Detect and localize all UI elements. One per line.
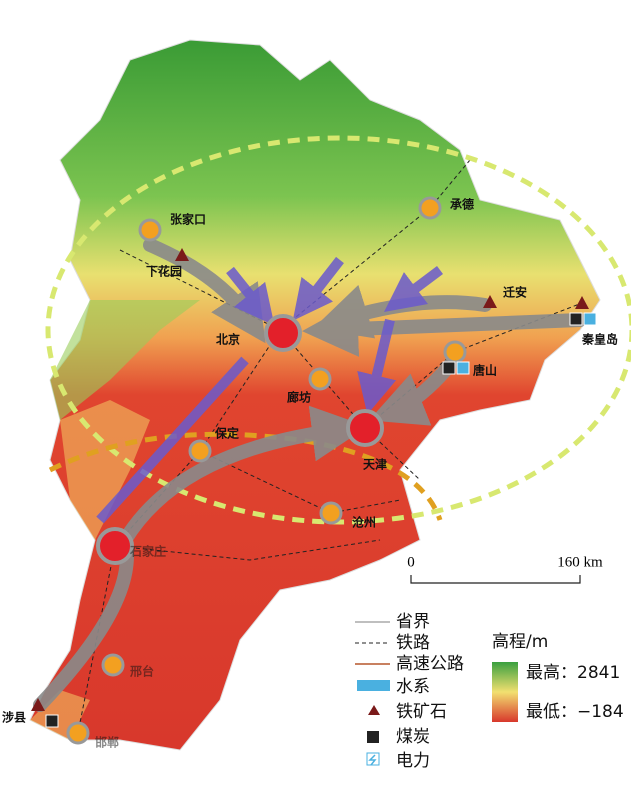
- terrain: [29, 39, 601, 751]
- city-label: 北京: [216, 332, 240, 347]
- water-arrows: [96, 256, 443, 524]
- iron-ore: [575, 296, 589, 309]
- city-label: 邢台: [130, 664, 154, 679]
- city-label: 秦皇岛: [581, 332, 618, 347]
- city-label: 天津: [363, 457, 387, 472]
- city-label: 保定: [214, 426, 239, 441]
- city-marker: [443, 340, 467, 364]
- coal: [45, 714, 59, 728]
- city-marker: [96, 527, 134, 565]
- legend-item: 电力: [396, 751, 430, 771]
- city-label: 邯郸: [95, 735, 119, 750]
- scale-start: 0: [407, 554, 415, 570]
- city-label: 迁安: [503, 285, 527, 300]
- iron-ore: [483, 295, 497, 308]
- city-label: 石家庄: [129, 544, 166, 559]
- city-marker: [308, 367, 332, 391]
- legend-item: 铁矿石: [396, 702, 447, 722]
- legend-item: 铁路: [396, 633, 430, 653]
- city-marker: [319, 501, 343, 525]
- city-label: 下花园: [146, 264, 182, 279]
- legend-item: 高速公路: [396, 654, 464, 674]
- city-marker: [101, 653, 125, 677]
- power: [456, 361, 470, 375]
- region-ellipse: [45, 135, 631, 525]
- city-label: 承德: [450, 197, 474, 212]
- city-marker: [418, 196, 442, 220]
- city-label: 张家口: [170, 212, 206, 227]
- iron-ore: [31, 698, 45, 711]
- city-marker: [188, 439, 212, 463]
- city-marker: [264, 314, 302, 352]
- scale-end: 160 km: [557, 554, 603, 570]
- scale-bar: 0 160 km: [407, 554, 603, 584]
- iron-ore: [175, 248, 189, 261]
- legend-item: 水系: [396, 677, 430, 697]
- coal: [442, 361, 456, 375]
- coal: [569, 312, 583, 326]
- city-marker: [346, 409, 384, 447]
- city-marker: [66, 721, 90, 745]
- city-marker: [138, 218, 162, 242]
- city-label: 唐山: [473, 363, 497, 378]
- legend-item: 省界: [396, 612, 430, 632]
- elevation-min: 最低：−184: [526, 702, 624, 722]
- city-label: 涉县: [2, 710, 26, 725]
- legend: 省界 铁路 高速公路 水系 铁矿石 煤炭 电力 高程/m 最高：2841 最低：…: [355, 612, 624, 771]
- elevation-max: 最高：2841: [526, 663, 620, 683]
- power: [583, 312, 597, 326]
- elevation-title: 高程/m: [492, 632, 548, 652]
- city-label: 沧州: [352, 515, 376, 530]
- legend-item: 煤炭: [396, 727, 430, 747]
- city-label: 廊坊: [287, 390, 311, 405]
